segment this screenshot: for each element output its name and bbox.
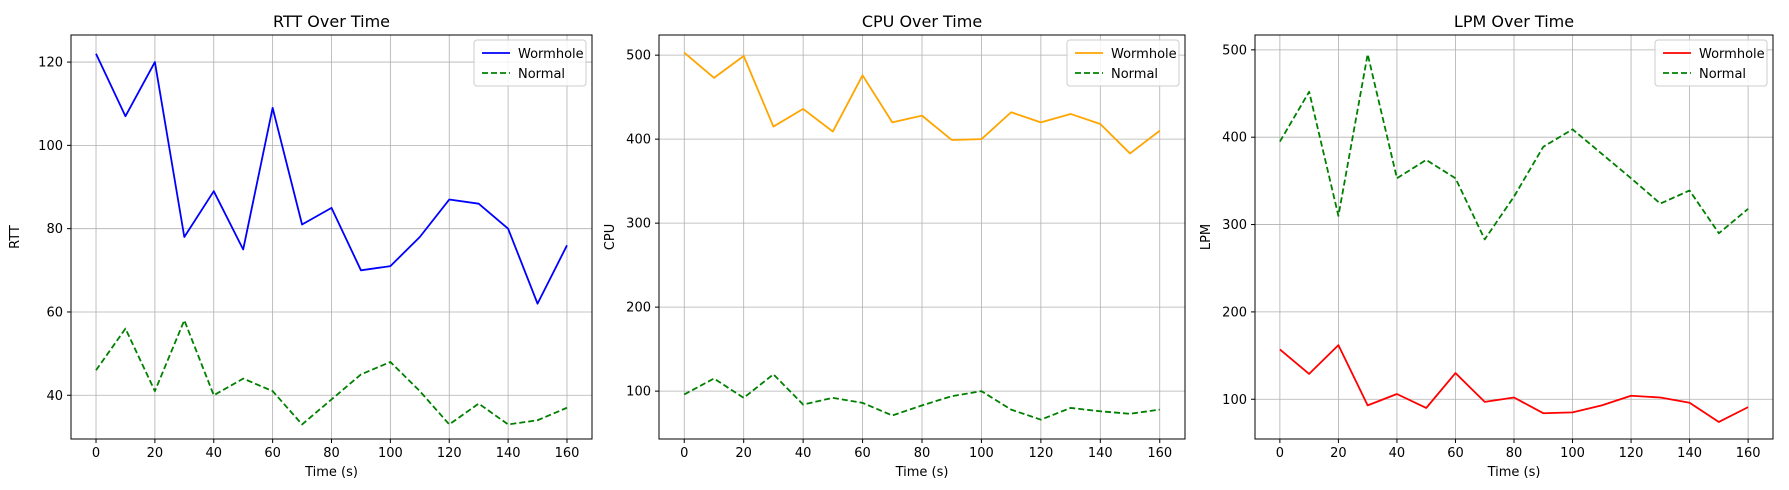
rtt-ytick-label: 40	[46, 389, 63, 404]
cpu-chart-title: CPU Over Time	[862, 12, 982, 31]
lpm-legend-label-wormhole: Wormhole	[1699, 47, 1765, 62]
lpm-legend-box	[1654, 39, 1768, 87]
cpu-xtick-label: 120	[1028, 446, 1053, 461]
rtt-series-wormhole-line	[95, 53, 568, 305]
lpm-xtick-label: 140	[1677, 446, 1702, 461]
lpm-ytick-label: 300	[1222, 218, 1247, 233]
lpm-xtick-label: 20	[1330, 446, 1347, 461]
cpu-xtick-label: 160	[1147, 446, 1172, 461]
cpu-series-wormhole-line	[683, 51, 1161, 155]
cpu-xtick-label: 0	[680, 446, 688, 461]
lpm-legend: Wormhole Normal	[1654, 39, 1768, 87]
cpu-ytick-label: 500	[626, 49, 651, 64]
lpm-xtick-label: 120	[1619, 446, 1644, 461]
rtt-xtick-label: 100	[378, 446, 403, 461]
rtt-x-axis-label: Time (s)	[304, 465, 358, 480]
lpm-y-axis-label: LPM	[1199, 224, 1214, 250]
lpm-ytick-label: 500	[1222, 43, 1247, 58]
rtt-xtick-label: 60	[264, 446, 281, 461]
cpu-series-normal-line	[683, 373, 1160, 421]
rtt-xtick-label: 40	[205, 446, 222, 461]
cpu-x-axis-label: Time (s)	[895, 465, 949, 480]
rtt-xtick-label: 20	[147, 446, 164, 461]
lpm-ytick-label: 200	[1222, 305, 1247, 320]
rtt-xtick-label: 160	[555, 446, 580, 461]
cpu-y-axis-label: CPU	[603, 224, 618, 250]
rtt-legend: Wormhole Normal	[473, 39, 587, 87]
lpm-xtick-label: 40	[1389, 446, 1406, 461]
cpu-chart: 0 20 40 60 80 100 120 140 160 100 200 300 400 500 CPU …	[603, 12, 1186, 480]
rtt-legend-label-wormhole: Wormhole	[518, 47, 584, 62]
cpu-legend-box	[1066, 39, 1180, 87]
rtt-ytick-label: 100	[38, 139, 63, 154]
rtt-xtick-label: 140	[496, 446, 521, 461]
cpu-ytick-label: 200	[626, 301, 651, 316]
cpu-xtick-label: 100	[969, 446, 994, 461]
rtt-ytick-label: 60	[46, 305, 63, 320]
rtt-xtick-label: 80	[323, 446, 340, 461]
lpm-ytick-label: 100	[1222, 393, 1247, 408]
cpu-ytick-label: 300	[626, 217, 651, 232]
lpm-xtick-label: 100	[1560, 446, 1585, 461]
lpm-series-normal-line	[1279, 53, 1749, 241]
lpm-xtick-label: 80	[1506, 446, 1523, 461]
lpm-chart: 0 20 40 60 80 100 120 140 160 100 200 300 400 500 LPM …	[1199, 12, 1774, 480]
cpu-legend-label-wormhole: Wormhole	[1111, 47, 1177, 62]
lpm-legend-label-normal: Normal	[1699, 67, 1746, 82]
cpu-legend-label-normal: Normal	[1111, 67, 1158, 82]
rtt-legend-box	[473, 39, 587, 87]
lpm-xtick-label: 160	[1736, 446, 1761, 461]
lpm-ytick-label: 400	[1222, 131, 1247, 146]
lpm-chart-title: LPM Over Time	[1454, 12, 1574, 31]
cpu-legend: Wormhole Normal	[1066, 39, 1180, 87]
rtt-legend-label-normal: Normal	[518, 67, 565, 82]
cpu-xtick-label: 60	[854, 446, 871, 461]
cpu-xtick-label: 80	[914, 446, 931, 461]
cpu-xtick-label: 20	[735, 446, 752, 461]
cpu-xtick-label: 140	[1088, 446, 1113, 461]
cpu-xtick-label: 40	[795, 446, 812, 461]
rtt-xtick-label: 120	[437, 446, 462, 461]
rtt-ytick-label: 80	[46, 222, 63, 237]
cpu-ytick-label: 100	[626, 385, 651, 400]
rtt-series-normal-line	[95, 319, 568, 426]
rtt-xtick-label: 0	[92, 446, 100, 461]
rtt-chart: 0 20 40 60 80 100 120 140 160 40 60 80 100 120 RTT Ove…	[8, 12, 593, 480]
rtt-y-axis-label: RTT	[8, 225, 23, 249]
lpm-series-wormhole-line	[1279, 344, 1749, 423]
rtt-ytick-label: 120	[38, 56, 63, 71]
lpm-x-axis-label: Time (s)	[1487, 465, 1541, 480]
lpm-xtick-label: 60	[1447, 446, 1464, 461]
lpm-xtick-label: 0	[1276, 446, 1284, 461]
cpu-ytick-label: 400	[626, 133, 651, 148]
rtt-chart-title: RTT Over Time	[273, 12, 390, 31]
